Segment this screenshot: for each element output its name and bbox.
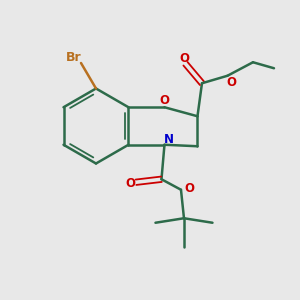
Text: O: O	[184, 182, 194, 195]
Text: O: O	[226, 76, 236, 89]
Text: O: O	[159, 94, 169, 107]
Text: Br: Br	[66, 51, 81, 64]
Text: N: N	[164, 133, 174, 146]
Text: O: O	[179, 52, 189, 65]
Text: O: O	[126, 177, 136, 190]
